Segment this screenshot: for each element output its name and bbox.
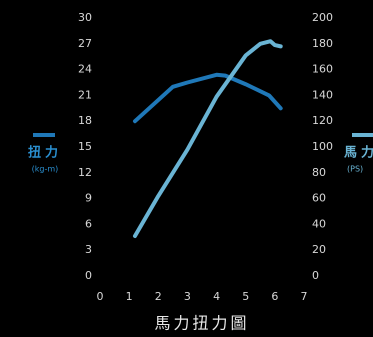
y-tick-label: 3 [85, 243, 92, 256]
y2-tick-label: 140 [312, 88, 333, 101]
y2-axis-label: 馬力 [344, 145, 373, 161]
y2-tick-label: 200 [312, 11, 333, 24]
y2-tick-label: 80 [312, 166, 326, 179]
x-tick-label: 0 [97, 290, 104, 303]
y-tick-label: 18 [78, 114, 92, 127]
y2-tick-label: 40 [312, 217, 326, 230]
x-tick-label: 7 [301, 290, 308, 303]
y2-tick-label: 60 [312, 192, 326, 205]
x-tick-label: 4 [213, 290, 220, 303]
x-tick-label: 6 [271, 290, 278, 303]
y2-tick-label: 120 [312, 114, 333, 127]
x-tick-label: 1 [126, 290, 133, 303]
y-tick-label: 24 [78, 63, 92, 76]
chart-title: 馬力扭力圖 [154, 314, 249, 333]
y2-axis-unit: (PS) [347, 165, 363, 174]
y-tick-label: 27 [78, 37, 92, 50]
y-axis-label: 扭力 [28, 145, 62, 161]
y-tick-label: 12 [78, 166, 92, 179]
y-tick-label: 0 [85, 269, 92, 282]
x-tick-label: 2 [155, 290, 162, 303]
y2-tick-label: 100 [312, 140, 333, 153]
accent-bar [352, 133, 373, 137]
accent-bar [33, 133, 55, 137]
x-tick-label: 3 [184, 290, 191, 303]
y-tick-label: 21 [78, 88, 92, 101]
y2-tick-label: 20 [312, 243, 326, 256]
y-tick-label: 30 [78, 11, 92, 24]
y2-tick-label: 160 [312, 63, 333, 76]
series-line [132, 72, 283, 124]
y-tick-label: 6 [85, 217, 92, 230]
y2-tick-label: 0 [312, 269, 319, 282]
y-tick-label: 9 [85, 192, 92, 205]
y-tick-label: 15 [78, 140, 92, 153]
series-line [132, 39, 283, 239]
x-tick-label: 5 [242, 290, 249, 303]
y-axis-unit: (kg-m) [32, 165, 59, 174]
y2-tick-label: 180 [312, 37, 333, 50]
